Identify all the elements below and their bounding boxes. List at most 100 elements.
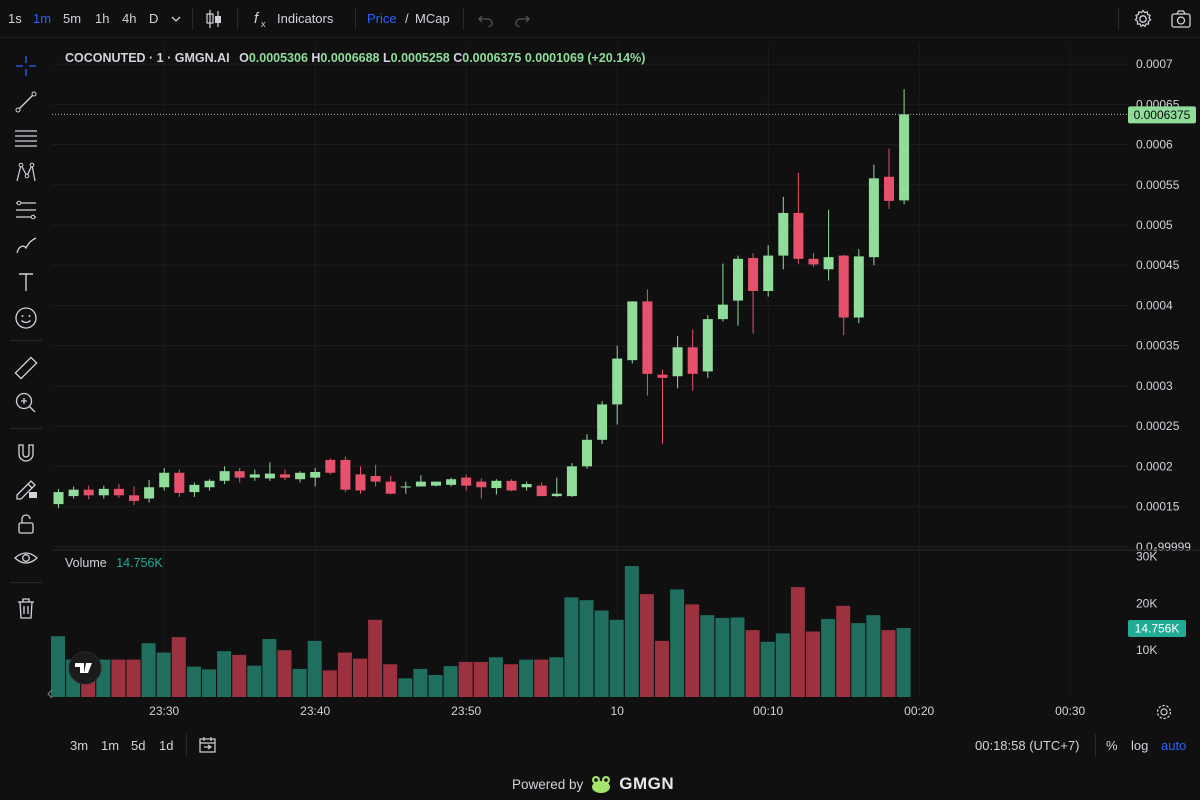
volume-value-tag[interactable] xyxy=(1128,619,1186,637)
candle[interactable] xyxy=(853,249,864,324)
unlock-icon[interactable] xyxy=(11,509,41,539)
chevron-down-icon[interactable] xyxy=(169,13,183,25)
timeframe-d[interactable]: D xyxy=(149,11,159,26)
mcap-toggle[interactable]: MCap xyxy=(415,11,450,26)
candle[interactable] xyxy=(748,253,759,334)
log-toggle[interactable]: log xyxy=(1131,738,1149,753)
candle[interactable] xyxy=(793,172,804,264)
settings-gear-icon[interactable] xyxy=(1132,8,1154,30)
eye-visibility-icon[interactable] xyxy=(11,543,41,573)
tradingview-logo-icon[interactable] xyxy=(68,651,102,685)
candle[interactable] xyxy=(717,263,728,322)
candle[interactable] xyxy=(234,467,245,483)
candle[interactable] xyxy=(159,467,170,491)
camera-icon[interactable] xyxy=(1170,8,1192,30)
candle[interactable] xyxy=(53,488,64,509)
candle[interactable] xyxy=(144,480,155,503)
crosshair-icon[interactable] xyxy=(11,51,41,81)
timeframe-4h[interactable]: 4h xyxy=(122,11,137,26)
candle[interactable] xyxy=(612,345,623,425)
price-toggle[interactable]: Price xyxy=(367,11,397,26)
candle[interactable] xyxy=(823,209,834,281)
range-1m[interactable]: 1m xyxy=(101,738,120,753)
fib-levels-icon[interactable] xyxy=(11,195,41,225)
indicators-button[interactable]: Indicators xyxy=(277,11,334,26)
candle[interactable] xyxy=(113,484,124,498)
trash-icon[interactable] xyxy=(11,593,41,623)
candle[interactable] xyxy=(627,301,638,364)
candle[interactable] xyxy=(400,481,411,494)
magnet-icon[interactable] xyxy=(11,438,41,468)
candle[interactable] xyxy=(808,253,819,267)
candle[interactable] xyxy=(702,315,713,378)
candle[interactable] xyxy=(536,482,547,497)
candle[interactable] xyxy=(778,196,789,270)
candle[interactable] xyxy=(204,479,215,491)
brush-icon[interactable] xyxy=(11,230,41,260)
candle[interactable] xyxy=(506,479,517,492)
candle[interactable] xyxy=(280,469,290,481)
symbol-title[interactable]: COCONUTED · 1 · GMGN.AI xyxy=(65,51,230,65)
text-tool-icon[interactable] xyxy=(11,267,41,297)
candle[interactable] xyxy=(249,469,260,481)
auto-toggle[interactable]: auto xyxy=(1161,738,1187,753)
redo-icon[interactable] xyxy=(513,11,531,27)
candle[interactable] xyxy=(597,401,608,444)
timeframe-1m[interactable]: 1m xyxy=(33,11,52,26)
candle[interactable] xyxy=(129,486,139,505)
candle[interactable] xyxy=(310,467,321,487)
candle[interactable] xyxy=(189,482,200,497)
candle[interactable] xyxy=(521,481,532,491)
timeframe-1s[interactable]: 1s xyxy=(8,11,22,26)
range-3m[interactable]: 3m xyxy=(70,738,89,753)
candle[interactable] xyxy=(868,164,879,266)
candle[interactable] xyxy=(476,478,487,499)
candle[interactable] xyxy=(733,255,743,326)
candle[interactable] xyxy=(838,254,849,336)
candle[interactable] xyxy=(385,476,396,495)
trend-line-icon[interactable] xyxy=(11,87,41,117)
candle[interactable] xyxy=(642,289,653,396)
candle[interactable] xyxy=(98,485,109,499)
calendar-range-icon[interactable] xyxy=(198,735,218,755)
undo-icon[interactable] xyxy=(477,11,495,27)
axis-settings-gear-icon[interactable] xyxy=(1156,704,1172,720)
candle[interactable] xyxy=(219,466,230,485)
lock-pencil-icon[interactable] xyxy=(11,473,41,503)
last-price-tag[interactable] xyxy=(1128,106,1196,124)
candle[interactable] xyxy=(295,471,306,483)
candle[interactable] xyxy=(355,466,366,494)
emoji-icon[interactable] xyxy=(11,303,41,333)
candle[interactable] xyxy=(763,245,774,297)
ruler-icon[interactable] xyxy=(11,353,41,383)
candle[interactable] xyxy=(325,458,336,475)
candle[interactable] xyxy=(491,479,502,495)
candle[interactable] xyxy=(431,481,441,487)
pattern-icon[interactable] xyxy=(11,158,41,188)
candle[interactable] xyxy=(370,464,381,487)
timeframe-5m[interactable]: 5m xyxy=(63,11,82,26)
candle[interactable] xyxy=(446,477,457,487)
candle[interactable] xyxy=(174,469,185,497)
candlestick-icon[interactable] xyxy=(204,8,224,30)
candle[interactable] xyxy=(657,369,668,444)
candle[interactable] xyxy=(340,456,351,493)
candle[interactable] xyxy=(687,329,698,391)
timeframe-1h[interactable]: 1h xyxy=(95,11,110,26)
candle[interactable] xyxy=(83,485,94,500)
candle[interactable] xyxy=(68,486,79,499)
zoom-in-icon[interactable] xyxy=(11,388,41,418)
percent-toggle[interactable]: % xyxy=(1106,738,1118,753)
range-1d[interactable]: 1d xyxy=(159,738,174,753)
candle[interactable] xyxy=(415,475,426,487)
horizontal-lines-icon[interactable] xyxy=(11,123,41,153)
candle[interactable] xyxy=(582,434,592,469)
candle[interactable] xyxy=(461,474,472,491)
candle[interactable] xyxy=(899,89,910,205)
gmgn-brand[interactable]: GMGN xyxy=(619,774,675,793)
candle[interactable] xyxy=(672,336,683,389)
candle[interactable] xyxy=(884,148,894,209)
range-5d[interactable]: 5d xyxy=(131,738,146,753)
